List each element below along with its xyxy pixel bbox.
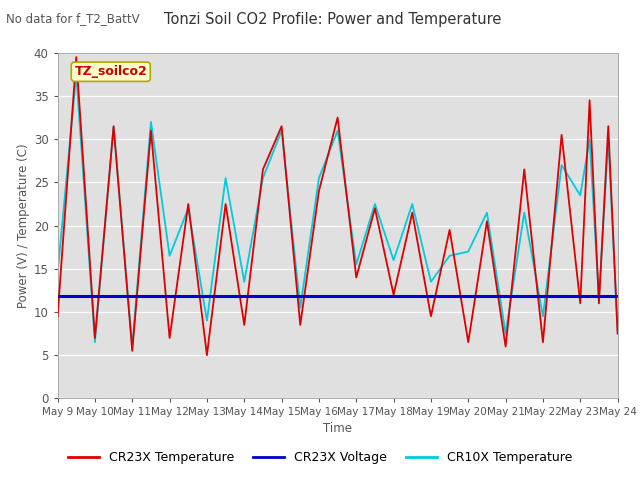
Text: TZ_soilco2: TZ_soilco2 (74, 65, 147, 78)
Y-axis label: Power (V) / Temperature (C): Power (V) / Temperature (C) (17, 144, 29, 308)
Text: No data for f_T2_BattV: No data for f_T2_BattV (6, 12, 140, 25)
Legend: CR23X Temperature, CR23X Voltage, CR10X Temperature: CR23X Temperature, CR23X Voltage, CR10X … (63, 446, 577, 469)
X-axis label: Time: Time (323, 421, 352, 434)
Text: Tonzi Soil CO2 Profile: Power and Temperature: Tonzi Soil CO2 Profile: Power and Temper… (164, 12, 502, 27)
